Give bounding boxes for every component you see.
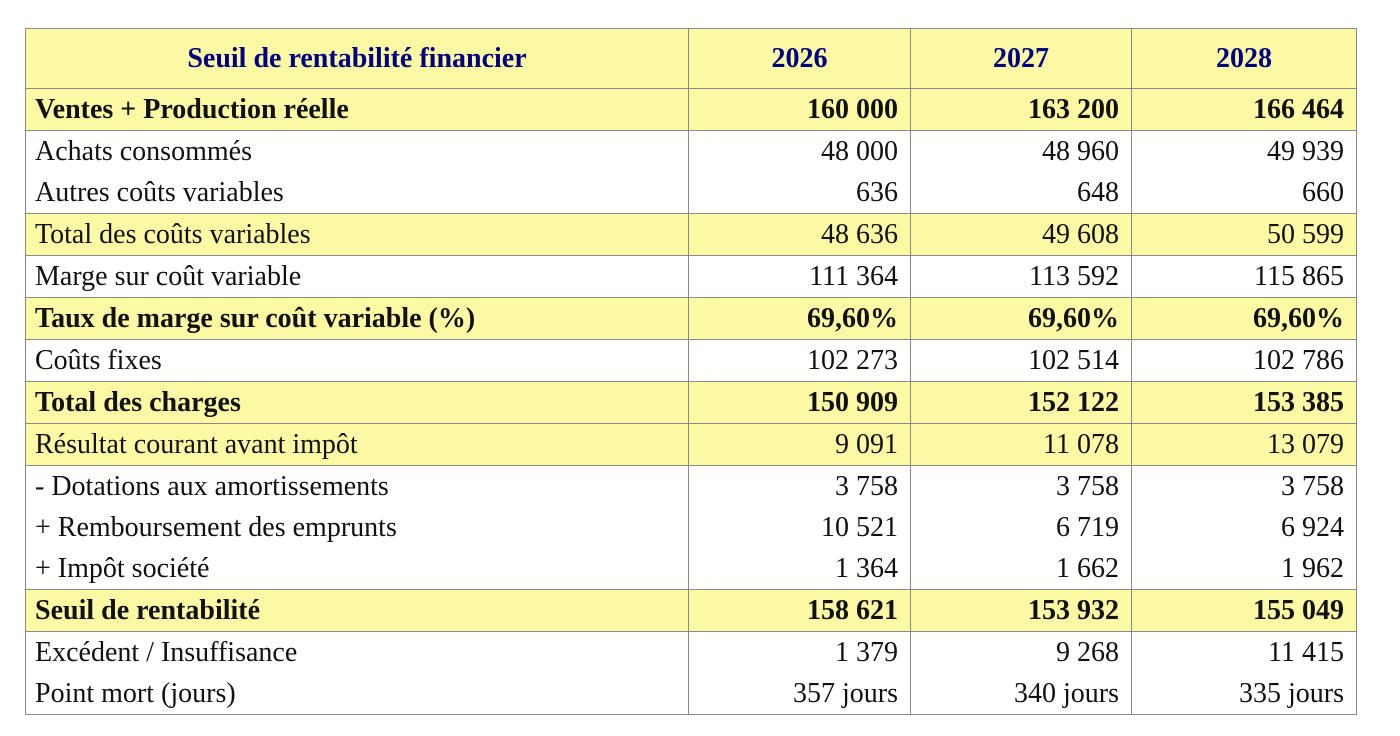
- value-cell: 102 514: [910, 339, 1132, 382]
- value-cell: 69,60%: [910, 297, 1132, 340]
- row-label: Seuil de rentabilité: [25, 589, 689, 632]
- table-row: Coûts fixes 102 273 102 514 102 786: [25, 339, 1357, 382]
- value-cell: 153 385: [1131, 381, 1357, 424]
- value-cell: 357 jours: [688, 673, 911, 715]
- table-row: Taux de marge sur coût variable (%) 69,60…: [25, 297, 1357, 340]
- row-label: + Impôt société: [25, 548, 689, 590]
- row-label: Marge sur coût variable: [25, 255, 689, 298]
- row-label: Ventes + Production réelle: [25, 88, 689, 131]
- header-cell: 2026: [688, 28, 911, 89]
- value-cell: 636: [688, 172, 911, 214]
- value-cell: 648: [910, 172, 1132, 214]
- row-label: - Dotations aux amortissements: [25, 465, 689, 507]
- value-cell: 163 200: [910, 88, 1132, 131]
- value-cell: 102 273: [688, 339, 911, 382]
- table-row: - Dotations aux amortissements 3 758 3 758…: [25, 465, 1357, 507]
- table: Seuil de rentabilité financier 2026 2027 20…: [25, 28, 1357, 715]
- table-row: Marge sur coût variable 111 364 113 592 115…: [25, 255, 1357, 298]
- value-cell: 158 621: [688, 589, 911, 632]
- value-cell: 6 719: [910, 507, 1132, 548]
- value-cell: 9 268: [910, 631, 1132, 673]
- value-cell: 102 786: [1131, 339, 1357, 382]
- value-cell: 6 924: [1131, 507, 1357, 548]
- value-cell: 48 000: [688, 130, 911, 172]
- value-cell: 115 865: [1131, 255, 1357, 298]
- table-row: Total des coûts variables 48 636 49 608 50 …: [25, 213, 1357, 256]
- row-label: Total des coûts variables: [25, 213, 689, 256]
- value-cell: 113 592: [910, 255, 1132, 298]
- row-label: Coûts fixes: [25, 339, 689, 382]
- row-label: Excédent / Insuffisance: [25, 631, 689, 673]
- value-cell: 166 464: [1131, 88, 1357, 131]
- value-cell: 50 599: [1131, 213, 1357, 256]
- value-cell: 9 091: [688, 423, 911, 466]
- row-label: Total des charges: [25, 381, 689, 424]
- table-row: + Impôt société 1 364 1 662 1 962: [25, 548, 1357, 590]
- header-cell: 2027: [910, 28, 1132, 89]
- value-cell: 3 758: [1131, 465, 1357, 507]
- row-label: + Remboursement des emprunts: [25, 507, 689, 548]
- value-cell: 3 758: [688, 465, 911, 507]
- value-cell: 10 521: [688, 507, 911, 548]
- value-cell: 1 662: [910, 548, 1132, 590]
- table-body: Ventes + Production réelle 160 000 163 200…: [25, 88, 1357, 715]
- value-cell: 48 960: [910, 130, 1132, 172]
- table-row: Achats consommés 48 000 48 960 49 939: [25, 130, 1357, 172]
- value-cell: 660: [1131, 172, 1357, 214]
- value-cell: 49 608: [910, 213, 1132, 256]
- table-row: Résultat courant avant impôt 9 091 11 078 1…: [25, 423, 1357, 466]
- table-header: Seuil de rentabilité financier 2026 2027 20…: [25, 28, 1357, 89]
- value-cell: 150 909: [688, 381, 911, 424]
- row-label: Résultat courant avant impôt: [25, 423, 689, 466]
- table-row: Autres coûts variables 636 648 660: [25, 172, 1357, 214]
- value-cell: 152 122: [910, 381, 1132, 424]
- header-cell: Seuil de rentabilité financier: [25, 28, 689, 89]
- value-cell: 111 364: [688, 255, 911, 298]
- table-row: + Remboursement des emprunts 10 521 6 719 6…: [25, 507, 1357, 548]
- header-cell: 2028: [1131, 28, 1357, 89]
- value-cell: 3 758: [910, 465, 1132, 507]
- row-label: Achats consommés: [25, 130, 689, 172]
- row-label: Autres coûts variables: [25, 172, 689, 214]
- value-cell: 11 415: [1131, 631, 1357, 673]
- value-cell: 13 079: [1131, 423, 1357, 466]
- value-cell: 1 364: [688, 548, 911, 590]
- value-cell: 1 962: [1131, 548, 1357, 590]
- table-row: Point mort (jours) 357 jours 340 jours 335 …: [25, 673, 1357, 715]
- table-row: Seuil de rentabilité 158 621 153 932 155 04…: [25, 589, 1357, 632]
- value-cell: 11 078: [910, 423, 1132, 466]
- row-label: Taux de marge sur coût variable (%): [25, 297, 689, 340]
- value-cell: 340 jours: [910, 673, 1132, 715]
- value-cell: 49 939: [1131, 130, 1357, 172]
- row-label: Point mort (jours): [25, 673, 689, 715]
- value-cell: 1 379: [688, 631, 911, 673]
- header-row: Seuil de rentabilité financier 2026 2027 20…: [25, 28, 1357, 89]
- value-cell: 335 jours: [1131, 673, 1357, 715]
- value-cell: 160 000: [688, 88, 911, 131]
- value-cell: 155 049: [1131, 589, 1357, 632]
- table-row: Total des charges 150 909 152 122 153 385: [25, 381, 1357, 424]
- value-cell: 69,60%: [688, 297, 911, 340]
- table-row: Excédent / Insuffisance 1 379 9 268 11 415: [25, 631, 1357, 673]
- value-cell: 48 636: [688, 213, 911, 256]
- table-row: Ventes + Production réelle 160 000 163 200…: [25, 88, 1357, 131]
- value-cell: 69,60%: [1131, 297, 1357, 340]
- value-cell: 153 932: [910, 589, 1132, 632]
